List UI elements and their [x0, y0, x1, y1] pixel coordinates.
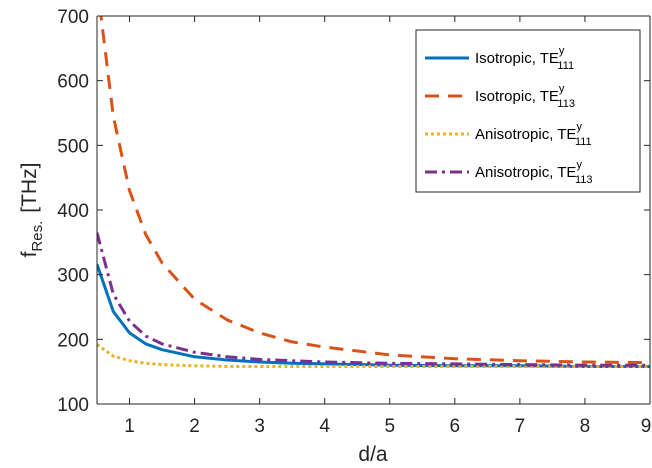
series-line-2: [99, 16, 650, 365]
x-tick-label: 8: [580, 416, 591, 437]
legend-label-sup: y: [576, 159, 582, 171]
legend-label-2: Isotropic, TEy 113: [475, 83, 575, 110]
y-axis-label-unit: [THz]: [18, 163, 41, 213]
series-line-4: [97, 232, 650, 367]
x-tick-label: 9: [641, 416, 652, 437]
y-tick-label: 700: [57, 7, 89, 28]
y-tick-label: 100: [57, 395, 89, 416]
y-axis-label: fRes. [THz]: [18, 163, 46, 258]
x-tick-label: 1: [124, 416, 135, 437]
y-tick-label: 400: [57, 201, 89, 222]
x-tick-label: 7: [515, 416, 526, 437]
legend-label-text: Anisotropic, TE: [475, 126, 576, 143]
legend-label-sub: 111: [575, 136, 592, 148]
legend-label-sub: 113: [575, 174, 593, 186]
tick-labels: 1 2 3 4 5 6 7 8 9 100 200 300 400 500 600 700: [57, 7, 651, 437]
legend-label-sup: y: [559, 83, 565, 95]
legend-label-text: Isotropic, TE: [475, 50, 559, 67]
legend-label-text: Anisotropic, TE: [475, 164, 576, 181]
x-tick-label: 2: [189, 416, 200, 437]
series-line-1: [97, 263, 650, 368]
y-tick-label: 200: [57, 330, 89, 351]
x-axis-label: d/a: [358, 443, 388, 466]
series-line-3: [97, 343, 650, 368]
y-tick-label: 300: [57, 266, 89, 287]
y-tick-label: 500: [57, 136, 89, 157]
x-tick-label: 3: [254, 416, 265, 437]
legend-label-sup: y: [559, 45, 565, 57]
y-axis-label-main: f: [18, 251, 41, 257]
legend-label-sub: 111: [557, 60, 574, 72]
x-tick-label: 4: [319, 416, 330, 437]
legend-label-text: Isotropic, TE: [475, 88, 559, 105]
legend-label-sup: y: [576, 121, 582, 133]
y-axis-label-sub: Res.: [29, 221, 46, 252]
x-tick-label: 6: [450, 416, 461, 437]
series-layer: [97, 16, 650, 368]
x-tick-label: 5: [384, 416, 395, 437]
y-tick-label: 600: [57, 72, 89, 93]
legend-label-sub: 113: [557, 98, 575, 110]
legend-label-3: Anisotropic, TEy 111: [475, 121, 592, 148]
axes-layer: [96, 15, 651, 405]
legend-label-1: Isotropic, TEy 111: [475, 45, 574, 72]
legend-label-4: Anisotropic, TEy 113: [475, 159, 592, 186]
